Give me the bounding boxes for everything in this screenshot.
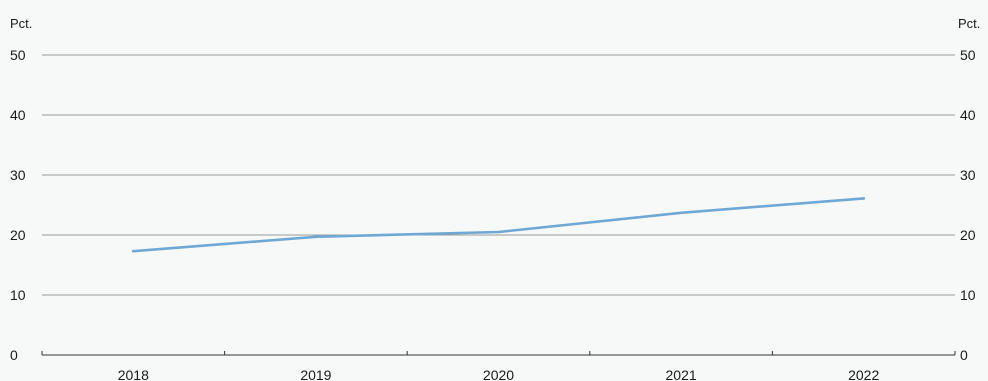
data-point xyxy=(132,249,135,253)
x-tick-labels: 2018 2019 2020 2021 2022 xyxy=(118,367,880,381)
y-tick-label-right: 30 xyxy=(960,167,976,183)
series-line-0 xyxy=(132,197,866,253)
y-axis-left: 0 10 20 30 40 50 xyxy=(10,47,26,363)
x-tick-label: 2019 xyxy=(300,367,331,381)
y-tick-label-left: 40 xyxy=(10,107,26,123)
y-tick-label-right: 10 xyxy=(960,287,976,303)
y-axis-right: 0 10 20 30 40 50 xyxy=(960,47,976,363)
y-tick-label-left: 10 xyxy=(10,287,26,303)
x-tick-label: 2020 xyxy=(483,367,514,381)
y-tick-label-right: 50 xyxy=(960,47,976,63)
y-tick-label-left: 50 xyxy=(10,47,26,63)
data-point xyxy=(679,211,683,215)
x-tick-label: 2021 xyxy=(666,367,697,381)
x-axis xyxy=(41,351,956,356)
y-tick-label-right: 0 xyxy=(960,347,968,363)
data-point xyxy=(314,235,318,239)
data-point xyxy=(497,230,500,234)
data-point xyxy=(862,197,865,200)
grid-lines xyxy=(42,54,955,296)
y-tick-label-right: 40 xyxy=(960,107,976,123)
y-unit-left: Pct. xyxy=(10,16,32,31)
y-unit-right: Pct. xyxy=(958,16,980,31)
y-tick-label-left: 20 xyxy=(10,227,26,243)
y-tick-label-left: 0 xyxy=(10,347,18,363)
y-tick-label-left: 30 xyxy=(10,167,26,183)
series-lines xyxy=(132,197,866,253)
y-tick-label-right: 20 xyxy=(960,227,976,243)
x-tick-label: 2018 xyxy=(118,367,149,381)
x-tick-label: 2022 xyxy=(848,367,879,381)
